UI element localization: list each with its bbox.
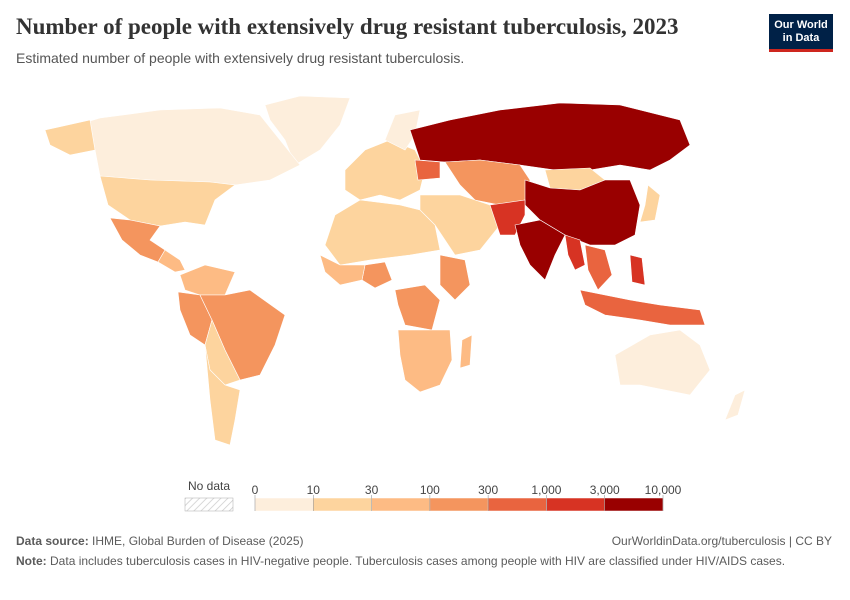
countries xyxy=(44,95,746,446)
url[interactable]: OurWorldinData.org/tuberculosis | CC BY xyxy=(611,534,832,548)
legend-bin xyxy=(313,497,372,512)
legend-tick-label: 3,000 xyxy=(590,483,620,497)
japan[interactable] xyxy=(639,184,661,223)
legend-tick-label: 10,000 xyxy=(645,483,682,497)
philippines[interactable] xyxy=(629,254,646,286)
drc[interactable] xyxy=(394,284,441,331)
europe[interactable] xyxy=(344,139,426,201)
alaska[interactable] xyxy=(44,119,96,156)
greenland[interactable] xyxy=(264,95,351,166)
legend-tick-label: 30 xyxy=(365,483,379,497)
legend-bin xyxy=(371,497,431,512)
australia[interactable] xyxy=(614,329,711,396)
logo[interactable]: Our World in Data xyxy=(769,14,833,52)
note: Note: Data includes tuberculosis cases i… xyxy=(16,554,816,569)
west-africa[interactable] xyxy=(319,254,366,286)
legend-tick-label: 1,000 xyxy=(531,483,561,497)
logo-text: in Data xyxy=(782,32,820,44)
scandinavia[interactable] xyxy=(384,109,421,151)
canada[interactable] xyxy=(59,107,301,186)
legend-bin xyxy=(429,497,489,512)
india[interactable] xyxy=(514,219,566,281)
legend-tick-label: 300 xyxy=(478,483,498,497)
myanmar[interactable] xyxy=(564,234,586,271)
source-text: IHME, Global Burden of Disease (2025) xyxy=(92,534,304,548)
new-zealand[interactable] xyxy=(724,389,746,421)
note-label: Note: xyxy=(16,554,47,568)
legend-bin xyxy=(604,497,664,512)
legend-bin xyxy=(546,497,605,512)
logo-text: Our World xyxy=(774,19,828,31)
note-text: Data includes tuberculosis cases in HIV-… xyxy=(50,554,786,568)
subtitle: Estimated number of people with extensiv… xyxy=(16,50,465,66)
legend-tick-label: 100 xyxy=(420,483,440,497)
southeast-asia[interactable] xyxy=(584,244,613,291)
usa[interactable] xyxy=(99,175,236,227)
indonesia[interactable] xyxy=(579,289,706,326)
colombia-venezuela[interactable] xyxy=(179,264,236,296)
no-data-label: No data xyxy=(188,479,230,493)
source-label: Data source: xyxy=(16,534,89,548)
legend-bin xyxy=(254,497,314,512)
source: Data source: IHME, Global Burden of Dise… xyxy=(16,534,303,548)
map xyxy=(44,95,746,446)
title: Number of people with extensively drug r… xyxy=(16,14,679,39)
legend: No data 0 10 30 100 300 1,000 3,000 10,000 xyxy=(184,479,682,512)
madagascar[interactable] xyxy=(459,334,473,369)
east-africa[interactable] xyxy=(439,254,471,301)
ukraine[interactable] xyxy=(414,159,441,181)
legend-tick-label: 0 xyxy=(252,483,259,497)
russia[interactable] xyxy=(409,102,691,171)
nigeria[interactable] xyxy=(361,261,393,289)
central-america[interactable] xyxy=(157,249,186,273)
no-data-swatch xyxy=(184,497,234,512)
legend-tick-label: 10 xyxy=(307,483,321,497)
argentina-chile[interactable] xyxy=(204,344,241,446)
southern-africa[interactable] xyxy=(397,329,453,393)
legend-bin xyxy=(487,497,547,512)
north-africa[interactable] xyxy=(324,199,441,266)
